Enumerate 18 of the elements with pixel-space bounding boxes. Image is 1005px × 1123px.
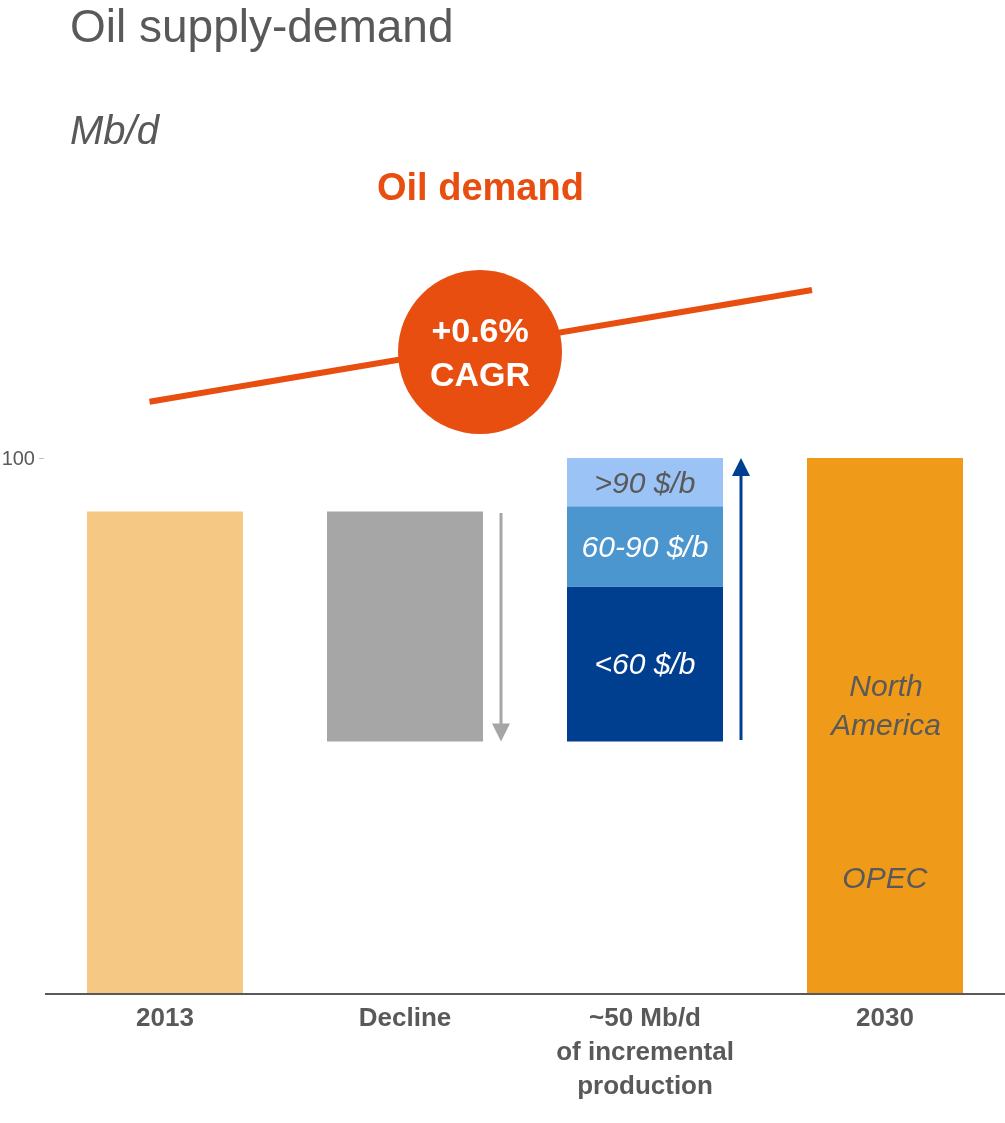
bar	[567, 506, 723, 587]
data-label: North America	[828, 669, 942, 742]
bar	[327, 511, 483, 742]
bar	[87, 511, 243, 993]
x-tick-label: Decline	[358, 1002, 452, 1033]
chart-title: Oil supply-demand	[70, 0, 454, 53]
text: Oil demand	[377, 166, 584, 208]
data-label: >90 $/b	[594, 465, 696, 499]
data-label: <60 $/b	[594, 647, 696, 681]
y-tick-label: 100	[1, 447, 35, 469]
text: +0.6% CAGR	[430, 311, 531, 394]
chart-subtitle: Mb/d	[70, 108, 161, 153]
x-tick-label: 2013	[136, 1002, 194, 1033]
x-tick-label: ~50 Mb/d of incremental production	[556, 1002, 734, 1100]
bar	[567, 586, 723, 742]
data-label: 60-90 $/b	[581, 529, 709, 563]
data-label: OPEC	[842, 861, 928, 895]
x-tick-label: 2030	[856, 1002, 914, 1033]
